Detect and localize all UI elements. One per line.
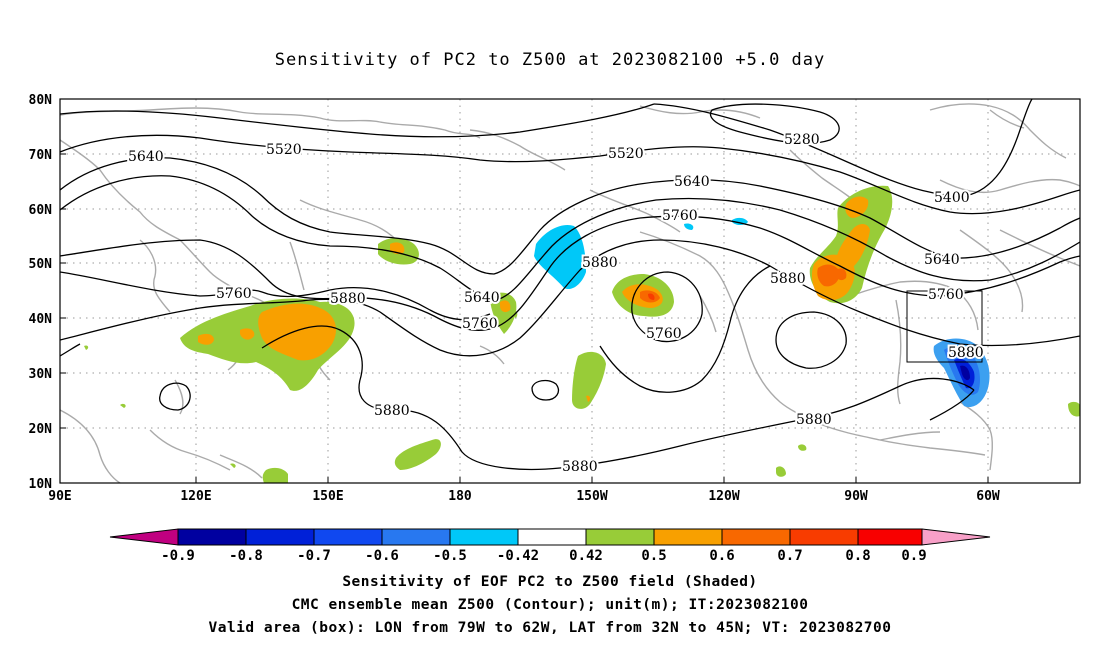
lat-label: 40N bbox=[29, 312, 53, 327]
contour-label: 5640 bbox=[464, 290, 500, 306]
contour-label: 5760 bbox=[216, 286, 252, 302]
colorbar-cell bbox=[721, 528, 791, 546]
caption-contour: CMC ensemble mean Z500 (Contour); unit(m… bbox=[291, 597, 809, 613]
lon-label: 150W bbox=[576, 489, 607, 504]
contour-label: 5640 bbox=[674, 174, 710, 190]
lat-label: 10N bbox=[29, 477, 53, 492]
contour-label: 5760 bbox=[462, 316, 498, 332]
lat-label: 60N bbox=[29, 203, 53, 218]
lon-label: 120E bbox=[180, 489, 211, 504]
colorbar-label: -0.6 bbox=[365, 548, 399, 564]
contour-label: 5760 bbox=[928, 287, 964, 303]
colorbar-cell bbox=[585, 528, 655, 546]
contour-label: 5280 bbox=[784, 132, 820, 148]
colorbar-labels: -0.9 -0.8 -0.7 -0.6 -0.5 -0.42 0.42 0.5 … bbox=[161, 548, 927, 564]
colorbar-cell bbox=[109, 528, 179, 546]
contour-label: 5880 bbox=[562, 459, 598, 475]
z500-contours bbox=[60, 99, 1080, 471]
contour-label: 5880 bbox=[374, 403, 410, 419]
longitude-labels: 90E 120E 150E 180 150W 120W 90W 60W bbox=[48, 489, 1000, 504]
colorbar-label: 0.42 bbox=[569, 548, 603, 564]
caption-shading: Sensitivity of EOF PC2 to Z500 field (Sh… bbox=[342, 574, 758, 590]
colorbar-label: 0.6 bbox=[709, 548, 734, 564]
lat-label: 30N bbox=[29, 367, 53, 382]
colorbar-cell bbox=[313, 528, 383, 546]
lat-label: 80N bbox=[29, 93, 53, 108]
contour-label: 5880 bbox=[330, 291, 366, 307]
colorbar-label: 0.9 bbox=[901, 548, 926, 564]
coastlines bbox=[60, 103, 1080, 483]
contour-labels: 5280 5400 5520 5520 5640 5640 5640 5640 … bbox=[126, 130, 986, 477]
lon-label: 90E bbox=[48, 489, 71, 504]
lon-label: 90W bbox=[844, 489, 868, 504]
contour-label: 5880 bbox=[582, 255, 618, 271]
colorbar-label: 0.5 bbox=[641, 548, 666, 564]
colorbar-cell bbox=[921, 528, 991, 546]
caption-valid-area: Valid area (box): LON from 79W to 62W, L… bbox=[208, 620, 892, 636]
colorbar-label: 0.8 bbox=[845, 548, 870, 564]
lat-label: 50N bbox=[29, 257, 53, 272]
colorbar-label: -0.9 bbox=[161, 548, 195, 564]
colorbar-cell bbox=[177, 528, 247, 546]
lat-label: 20N bbox=[29, 422, 53, 437]
contour-label: 5760 bbox=[646, 326, 682, 342]
lon-label: 180 bbox=[448, 489, 472, 504]
contour-label: 5520 bbox=[266, 142, 302, 158]
colorbar-cell bbox=[789, 528, 859, 546]
map-title: Sensitivity of PC2 to Z500 at 2023082100… bbox=[274, 50, 826, 70]
axis-ticks bbox=[60, 98, 989, 483]
lon-label: 60W bbox=[976, 489, 1000, 504]
contour-label: 5760 bbox=[662, 208, 698, 224]
colorbar-label: 0.7 bbox=[777, 548, 802, 564]
colorbar-label: -0.42 bbox=[497, 548, 539, 564]
contour-label: 5400 bbox=[934, 190, 970, 206]
contour-label: 5880 bbox=[770, 271, 806, 287]
colorbar-label: -0.5 bbox=[433, 548, 467, 564]
contour-label: 5880 bbox=[948, 345, 984, 361]
colorbar bbox=[109, 528, 991, 546]
contour-label: 5880 bbox=[796, 412, 832, 428]
colorbar-cell bbox=[857, 528, 923, 546]
latitude-labels: 80N 70N 60N 50N 40N 30N 20N 10N bbox=[29, 93, 53, 492]
colorbar-label: -0.8 bbox=[229, 548, 263, 564]
colorbar-cell bbox=[381, 528, 451, 546]
contour-label: 5640 bbox=[128, 149, 164, 165]
lat-label: 70N bbox=[29, 148, 53, 163]
contour-label: 5520 bbox=[608, 146, 644, 162]
colorbar-cell bbox=[517, 528, 587, 546]
contour-label: 5640 bbox=[924, 252, 960, 268]
plot-frame bbox=[59, 98, 1081, 484]
colorbar-cell bbox=[449, 528, 519, 546]
colorbar-cell bbox=[653, 528, 723, 546]
colorbar-cell bbox=[245, 528, 315, 546]
colorbar-label: -0.7 bbox=[297, 548, 331, 564]
lon-label: 150E bbox=[312, 489, 343, 504]
valid-area-box bbox=[906, 290, 983, 363]
lon-label: 120W bbox=[708, 489, 739, 504]
